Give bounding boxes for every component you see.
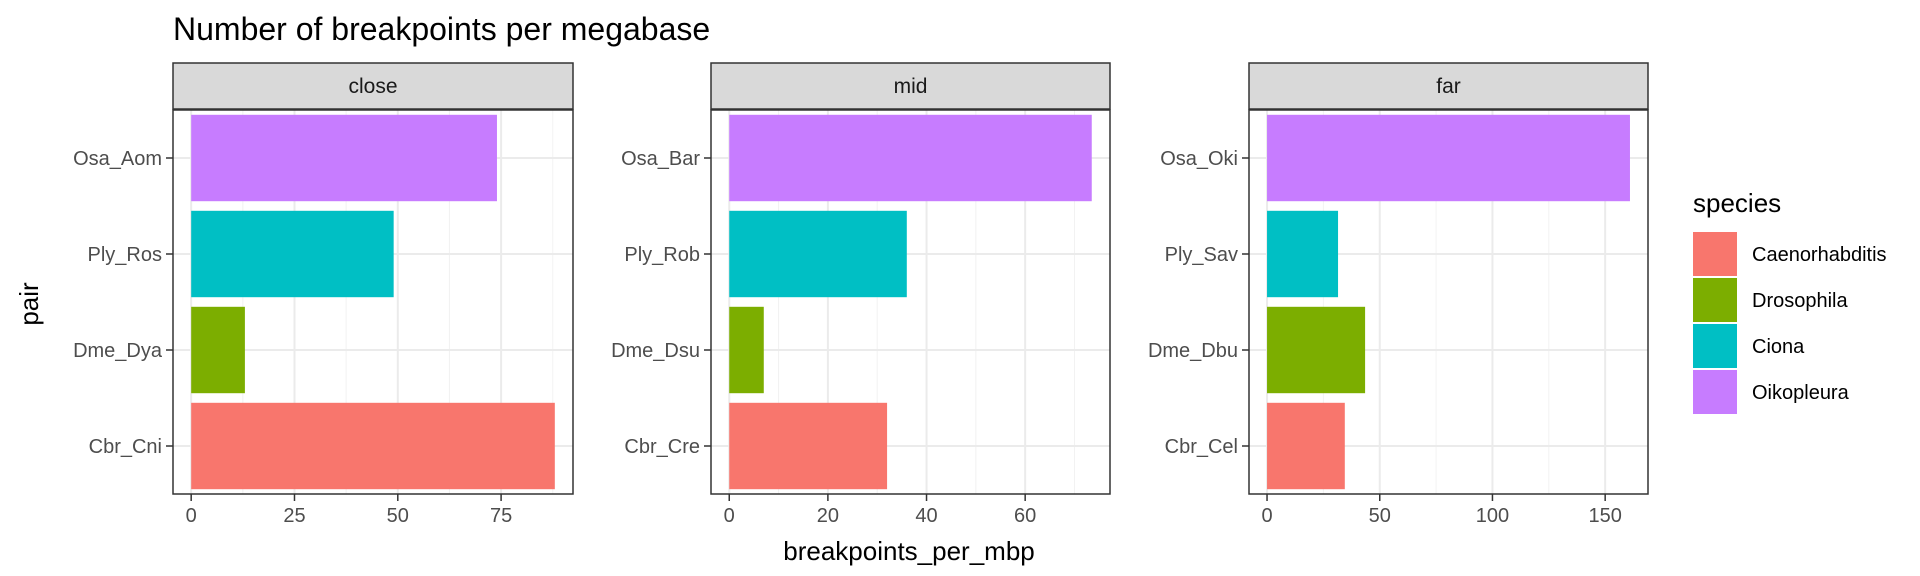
legend-item-ciona: Ciona	[1693, 324, 1805, 368]
panel-border	[172, 109, 574, 495]
y-tick-label: Ply_Ros	[88, 244, 162, 266]
x-tick-label: 0	[1261, 505, 1272, 527]
x-tick-label: 75	[490, 505, 512, 527]
x-tick-label: 100	[1476, 505, 1509, 527]
y-tick-label: Dme_Dbu	[1148, 340, 1238, 362]
bar-Cbr_Cre	[729, 402, 888, 490]
y-axis-title: pair	[14, 282, 44, 326]
x-axis-title: breakpoints_per_mbp	[783, 536, 1035, 566]
facet-strip-label: close	[348, 75, 397, 98]
legend-label: Oikopleura	[1752, 382, 1850, 404]
legend-key	[1693, 370, 1737, 414]
x-tick-label: 50	[387, 505, 409, 527]
y-tick-label: Cbr_Cre	[624, 436, 700, 458]
facet-panel-far: far Osa_Oki Ply_Sav Dme_Dbu Cbr_Cel 0 50 100 150	[1148, 62, 1649, 527]
y-tick-label: Osa_Oki	[1160, 148, 1238, 170]
facet-strip	[1248, 62, 1649, 110]
bar-Osa_Oki	[1267, 114, 1630, 202]
bar-Ply_Sav	[1267, 210, 1339, 298]
y-tick-label: Osa_Aom	[73, 148, 162, 170]
facet-strip	[710, 62, 1111, 110]
y-tick-label: Cbr_Cni	[89, 436, 162, 458]
x-tick-label: 20	[817, 505, 839, 527]
x-tick-label: 50	[1369, 505, 1391, 527]
facet-panel-close: close Osa_Aom Ply_Ros Dme_Dya Cbr_Cni 0 25 50 75	[73, 62, 574, 527]
legend-item-oikopleura: Oikopleura	[1693, 370, 1850, 414]
bar-Ply_Ros	[191, 210, 394, 298]
y-tick-label: Cbr_Cel	[1165, 436, 1238, 458]
facet-strip-label: mid	[894, 75, 928, 98]
x-tick-label: 60	[1014, 505, 1036, 527]
bar-Ply_Rob	[729, 210, 907, 298]
facet-panels: close Osa_Aom Ply_Ros Dme_Dya Cbr_Cni 0 25 50 75…	[73, 62, 1649, 527]
bar-Cbr_Cel	[1267, 402, 1345, 490]
x-tick-label: 0	[186, 505, 197, 527]
panel-border	[1248, 109, 1649, 495]
bar-Cbr_Cni	[191, 402, 555, 490]
y-tick-label: Ply_Rob	[624, 244, 700, 266]
legend-title: species	[1693, 188, 1781, 218]
bar-Osa_Bar	[729, 114, 1092, 202]
legend-item-drosophila: Drosophila	[1693, 278, 1848, 322]
bar-Dme_Dbu	[1267, 306, 1366, 394]
x-tick-label: 150	[1588, 505, 1621, 527]
panel-border	[710, 109, 1111, 495]
bar-Dme_Dsu	[729, 306, 764, 394]
legend: species Caenorhabditis Drosophila Ciona Oik…	[1693, 188, 1887, 414]
y-tick-label: Ply_Sav	[1165, 244, 1238, 266]
y-tick-label: Osa_Bar	[621, 148, 700, 170]
legend-label: Drosophila	[1752, 290, 1848, 312]
facet-strip	[172, 62, 574, 110]
bar-Dme_Dya	[191, 306, 245, 394]
x-tick-label: 0	[724, 505, 735, 527]
bar-Osa_Aom	[191, 114, 497, 202]
legend-label: Ciona	[1752, 336, 1805, 358]
legend-key	[1693, 278, 1737, 322]
legend-items: Caenorhabditis Drosophila Ciona Oikopleura	[1693, 232, 1887, 414]
legend-label: Caenorhabditis	[1752, 244, 1887, 266]
facet-panel-mid: mid Osa_Bar Ply_Rob Dme_Dsu Cbr_Cre 0 20 40 60	[611, 62, 1111, 527]
y-tick-label: Dme_Dsu	[611, 340, 700, 362]
x-tick-label: 40	[915, 505, 937, 527]
facet-strip-label: far	[1436, 75, 1461, 98]
x-tick-label: 25	[283, 505, 305, 527]
legend-item-caenorhabditis: Caenorhabditis	[1693, 232, 1887, 276]
legend-key	[1693, 232, 1737, 276]
chart-title: Number of breakpoints per megabase	[173, 11, 710, 47]
legend-key	[1693, 324, 1737, 368]
y-tick-label: Dme_Dya	[73, 340, 163, 362]
